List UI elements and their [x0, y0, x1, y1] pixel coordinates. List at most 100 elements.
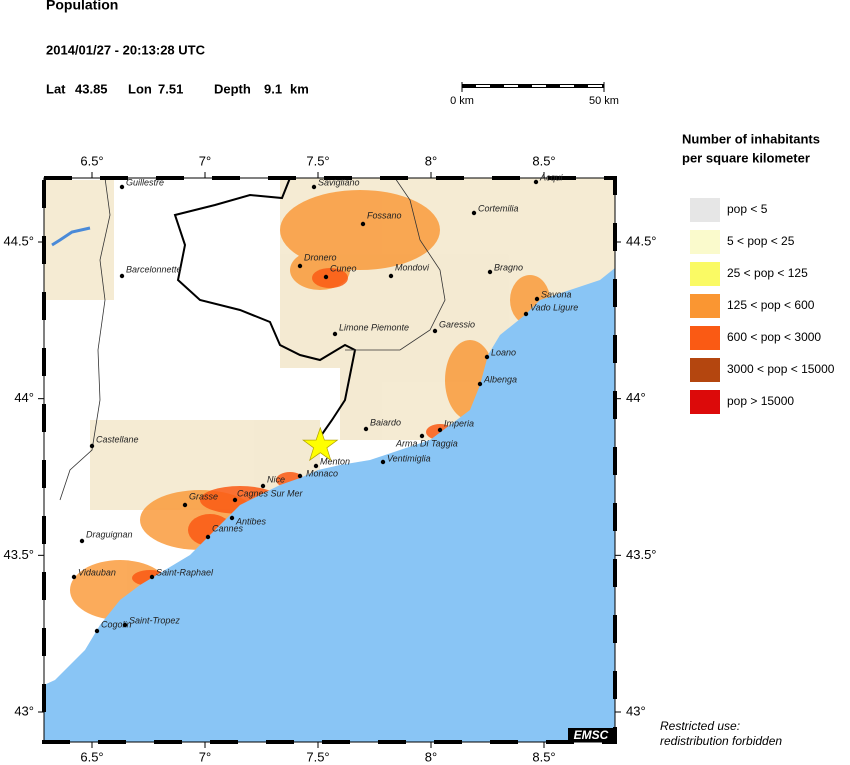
lon-value: 7.51: [158, 81, 183, 96]
city-dot: [94, 628, 100, 634]
city-label: Cannes: [212, 523, 244, 533]
lon-label: Lon: [128, 81, 152, 96]
scale-label: 0 km: [450, 95, 474, 107]
city-dot: [533, 179, 539, 185]
city-label: Baiardo: [370, 417, 401, 427]
scale-bar: [461, 82, 605, 92]
city-label: Ventimiglia: [387, 453, 431, 463]
city-dot: [432, 328, 438, 334]
legend-label: 5 < pop < 25: [727, 234, 795, 248]
city-label: Guillestre: [126, 177, 164, 187]
lat-value: 43.85: [75, 81, 108, 96]
city-dot: [360, 221, 366, 227]
city-label: Cortemilia: [478, 203, 519, 213]
city-dot: [380, 459, 386, 465]
city-label: Grasse: [189, 491, 218, 501]
city-label: Bragno: [494, 262, 523, 272]
city-dot: [477, 381, 483, 387]
lat-label: Lat: [46, 81, 66, 96]
city-label: Saint-Raphael: [156, 567, 214, 577]
legend-label: 600 < pop < 3000: [727, 330, 821, 344]
map-frame-ticks: [42, 176, 617, 744]
city-dot: [297, 263, 303, 269]
map-area: [44, 178, 615, 742]
epicenter: [302, 426, 339, 462]
legend-label: 125 < pop < 600: [727, 298, 815, 312]
city-dot: [471, 210, 477, 216]
city-label: Menton: [320, 456, 350, 466]
city-label: Vidauban: [78, 567, 116, 577]
legend-swatch: [690, 390, 720, 414]
city-dot: [119, 273, 125, 279]
note: Restricted use:: [660, 719, 740, 733]
city-label: Albenga: [483, 374, 517, 384]
x-tick-label: 8.5°: [532, 749, 555, 764]
city-dot: [79, 538, 85, 544]
city-dot: [534, 296, 540, 302]
x-tick-label: 8°: [425, 153, 437, 168]
legend-title: Number of inhabitants: [682, 131, 820, 146]
city-label: Mondovi: [395, 262, 430, 272]
region-border: [59, 178, 446, 501]
city-label: Vado Ligure: [530, 302, 578, 312]
city-label: Acqui: [539, 172, 564, 182]
x-tick-label: 7.5°: [306, 153, 329, 168]
credit-box: [568, 728, 614, 742]
legend-swatch: [690, 294, 720, 318]
y-tick-label: 44.5°: [626, 233, 657, 248]
city-dot: [229, 515, 235, 521]
city-label: Dronero: [304, 252, 337, 262]
city-label: Savigliano: [318, 177, 360, 187]
x-tick-label: 6.5°: [80, 749, 103, 764]
legend-swatch: [690, 230, 720, 254]
city-dot: [419, 433, 425, 439]
credit: EMSC: [574, 728, 609, 742]
city-dot: [487, 269, 493, 275]
lake: [51, 226, 91, 247]
x-tick-label: 6.5°: [80, 153, 103, 168]
legend-swatch: [690, 326, 720, 350]
city-label: Castellane: [96, 434, 139, 444]
y-tick-label: 44°: [626, 390, 646, 405]
city-label: Nice: [267, 474, 285, 484]
city-label: Limone Piemonte: [339, 322, 409, 332]
city-dot: [363, 426, 369, 432]
x-tick-label: 8.5°: [532, 153, 555, 168]
city-dot: [297, 473, 303, 479]
x-tick-label: 7.5°: [306, 749, 329, 764]
sea: [44, 268, 615, 742]
city-label: Fossano: [367, 210, 402, 220]
city-dot: [313, 463, 319, 469]
city-label: Barcelonnette: [126, 264, 182, 274]
scale-label: 50 km: [589, 95, 619, 107]
y-tick-label: 43°: [14, 703, 34, 718]
city-dot: [260, 483, 266, 489]
city-dot: [332, 331, 338, 337]
depth-label: Depth: [214, 81, 251, 96]
y-tick-label: 43°: [626, 703, 646, 718]
city-dot: [523, 311, 529, 317]
legend-swatch: [690, 198, 720, 222]
legend-label: pop > 15000: [727, 394, 794, 408]
city-label: Arma Di Taggia: [395, 438, 458, 448]
border: [173, 178, 357, 441]
legend-swatch: [690, 358, 720, 382]
city-label: Loano: [491, 347, 516, 357]
depth-value: 9.1: [264, 81, 282, 96]
legend-label: 3000 < pop < 15000: [727, 362, 835, 376]
city-dot: [182, 502, 188, 508]
city-label: Saint-Tropez: [129, 615, 180, 625]
city-dot: [232, 497, 238, 503]
city-label: Savona: [541, 289, 572, 299]
legend-label: pop < 5: [727, 202, 768, 216]
city-dot: [149, 574, 155, 580]
city-label: Cogolin: [101, 619, 132, 629]
legend-title: per square kilometer: [682, 150, 810, 165]
datetime: 2014/01/27 - 20:13:28 UTC: [46, 42, 206, 57]
legend-label: 25 < pop < 125: [727, 266, 808, 280]
city-dot: [311, 184, 317, 190]
y-tick-label: 43.5°: [626, 547, 657, 562]
city-dot: [437, 427, 443, 433]
